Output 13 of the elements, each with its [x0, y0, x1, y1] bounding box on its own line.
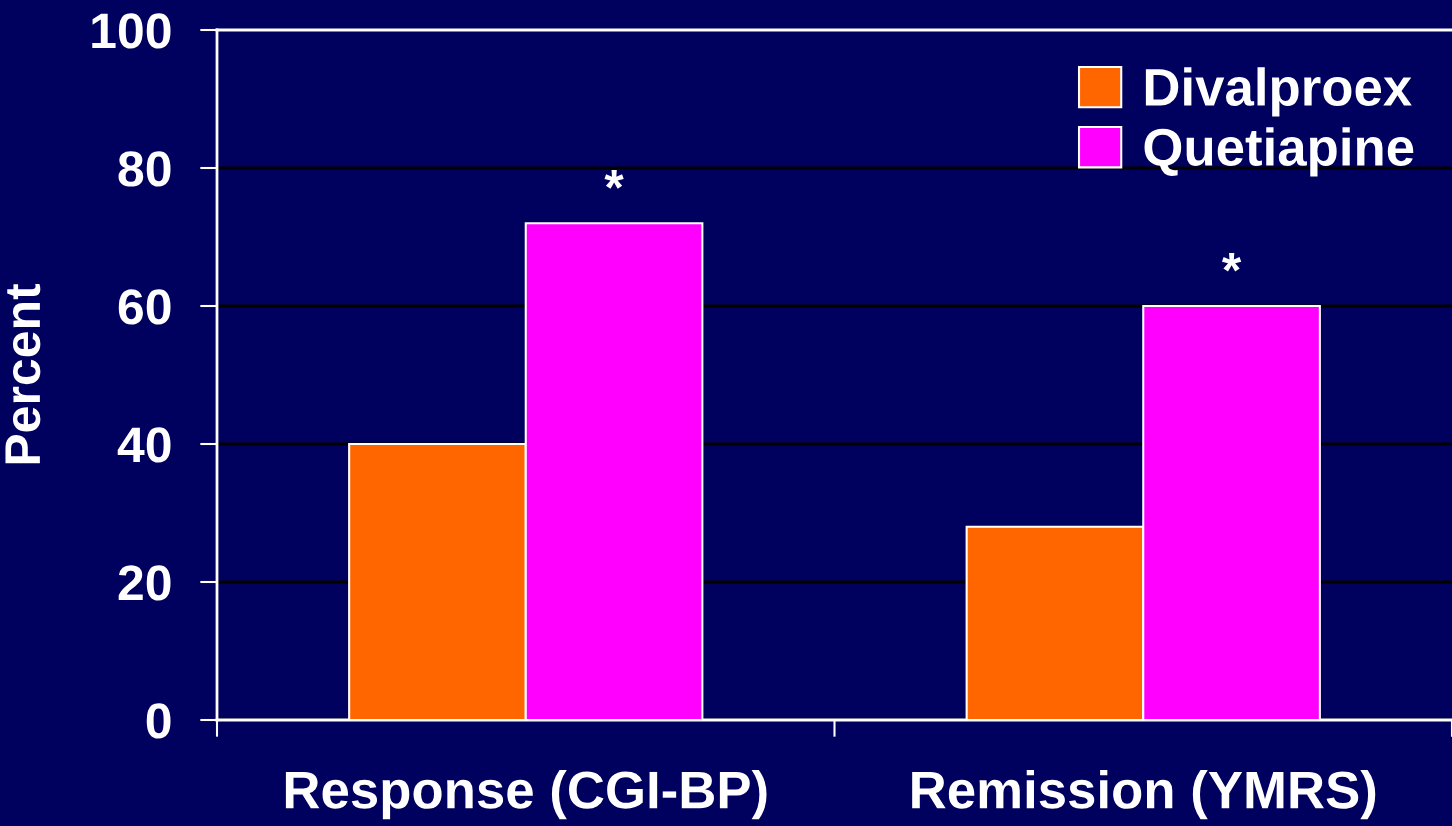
annotation: *: [1221, 252, 1242, 272]
x-tick-label: Response (CGI-BP): [285, 770, 767, 820]
legend-label: Quetiapine: [1144, 127, 1414, 177]
y-tick-label: 0: [146, 703, 171, 739]
y-tick-label: 100: [92, 13, 171, 49]
x-tick-label: Remission (YMRS): [912, 770, 1376, 820]
legend-label: Divalproex: [1145, 67, 1412, 117]
y-tick-label: 60: [118, 289, 171, 325]
y-tick-label: 40: [117, 427, 171, 463]
y-axis-title: Percent: [5, 283, 41, 464]
y-tick-label: 20: [118, 565, 171, 601]
y-tick-label: 80: [118, 151, 171, 187]
annotation: *: [604, 170, 624, 189]
